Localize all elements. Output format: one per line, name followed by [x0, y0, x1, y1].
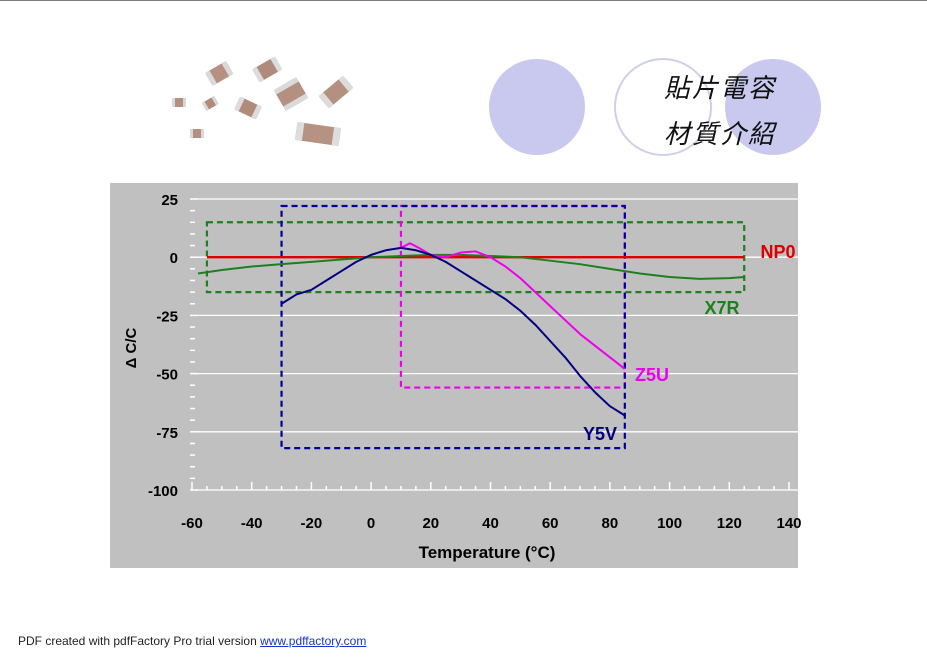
chip-2 — [252, 56, 283, 83]
y-tick-label-5: -100 — [148, 483, 178, 500]
y-tick-label-2: -25 — [156, 308, 178, 325]
series-label-np0: NP0 — [760, 242, 795, 262]
y-tick-label-4: -75 — [156, 425, 178, 442]
chip-6 — [201, 96, 219, 111]
x-tick-label-8: 100 — [657, 515, 682, 532]
series-label-x7r: X7R — [704, 298, 739, 318]
x-tick-label-0: -60 — [181, 515, 203, 532]
decor-circle-middle — [614, 58, 712, 156]
x-tick-label-6: 60 — [542, 515, 559, 532]
x-tick-label-10: 140 — [776, 515, 801, 532]
plot-minor-ticks — [190, 198, 790, 491]
x-tick-label-9: 120 — [717, 515, 742, 532]
plot-labels: NP0 X7R Z5U Y5V — [583, 242, 796, 444]
plot-x-ticks: -60 -40 -20 0 20 40 60 80 100 120 140 — [181, 515, 801, 532]
series-label-z5u: Z5U — [635, 365, 669, 385]
chip-9 — [294, 122, 342, 146]
footer-text: PDF created with pdfFactory Pro trial ve… — [18, 634, 261, 648]
footer-link[interactable]: www.pdffactory.com — [260, 634, 367, 648]
chip-3 — [273, 77, 309, 111]
slide-title-line-2: 材質介紹 — [664, 120, 777, 150]
capacitor-photo — [172, 56, 354, 146]
y-tick-label-3: -50 — [156, 367, 178, 384]
chart-background — [110, 183, 798, 568]
plot-series — [197, 242, 745, 417]
x-tick-label-4: 20 — [422, 515, 439, 532]
decor-circle-right — [725, 59, 821, 155]
chip-7 — [234, 96, 262, 120]
x-tick-label-5: 40 — [482, 515, 499, 532]
x-tick-label-7: 80 — [602, 515, 619, 532]
series-line-x7r — [197, 253, 745, 280]
chip-5 — [172, 98, 186, 107]
y-axis-label: Δ C/C — [123, 327, 140, 368]
x-tick-label-3: 0 — [367, 515, 375, 532]
footer: PDF created with pdfFactory Pro trial ve… — [18, 634, 366, 648]
series-label-y5v: Y5V — [583, 424, 617, 444]
decor-circle-left — [489, 59, 585, 155]
y-tick-label-0: 25 — [161, 192, 178, 209]
spec-box-y5v — [280, 204, 626, 450]
slide-title-line-1: 貼片電容 — [664, 74, 777, 104]
chip-4 — [318, 75, 354, 109]
chip-1 — [205, 60, 234, 86]
series-line-z5u — [400, 242, 626, 370]
chip-8 — [190, 129, 204, 138]
x-tick-label-2: -20 — [301, 515, 323, 532]
y-tick-label-1: 0 — [170, 250, 178, 267]
x-tick-label-1: -40 — [241, 515, 263, 532]
plot-y-ticks: 25 0 -25 -50 -75 -100 — [148, 192, 178, 500]
top-rule — [0, 0, 927, 1]
x-axis-label: Temperature (°C) — [419, 543, 556, 562]
series-line-y5v — [281, 246, 626, 417]
